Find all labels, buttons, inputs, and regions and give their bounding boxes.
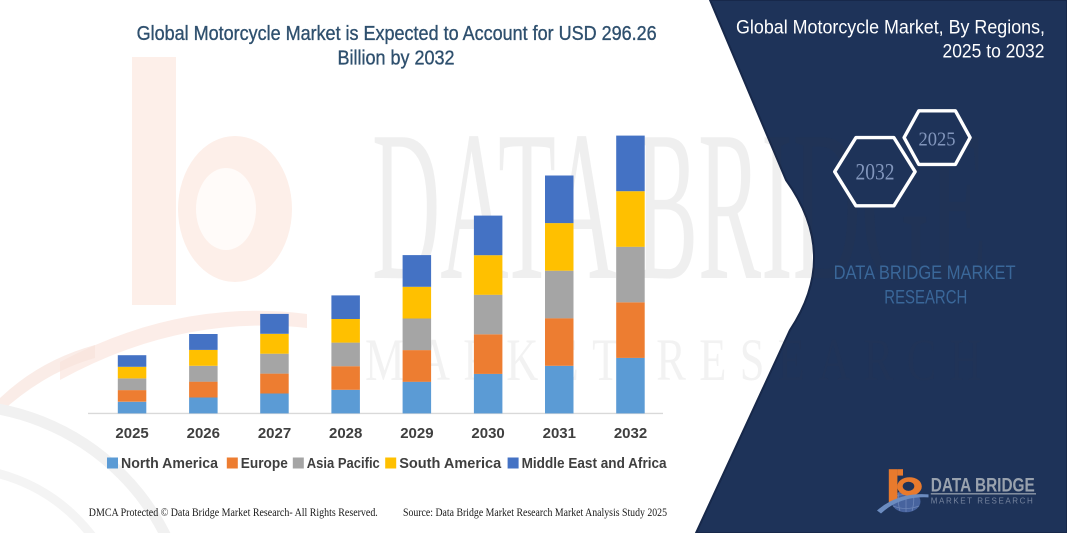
svg-text:2032: 2032 [614, 425, 647, 442]
svg-text:Middle East and Africa: Middle East and Africa [522, 455, 668, 472]
svg-text:Global Motorcycle Market, By R: Global Motorcycle Market, By Regions, [736, 18, 1045, 39]
svg-text:2031: 2031 [543, 425, 576, 442]
svg-text:Billion by 2032: Billion by 2032 [338, 48, 455, 70]
svg-text:South America: South America [399, 455, 502, 472]
svg-text:2025 to 2032: 2025 to 2032 [943, 42, 1045, 63]
svg-text:Global Motorcycle Market is Ex: Global Motorcycle Market is Expected to … [137, 23, 657, 45]
svg-text:MARKET RESEARCH: MARKET RESEARCH [931, 497, 1035, 506]
svg-text:DATA BRIDGE MARKET: DATA BRIDGE MARKET [834, 263, 1016, 284]
svg-text:2028: 2028 [329, 425, 362, 442]
svg-text:North America: North America [121, 455, 219, 472]
svg-text:DMCA Protected © Data Bridge M: DMCA Protected © Data Bridge Market Rese… [89, 507, 378, 519]
svg-text:Europe: Europe [241, 455, 288, 472]
svg-text:2025: 2025 [115, 425, 148, 442]
svg-text:MARKET RESEARCH: MARKET RESEARCH [365, 327, 995, 393]
svg-text:DATA BRIDGE: DATA BRIDGE [931, 476, 1035, 497]
svg-text:2030: 2030 [471, 425, 504, 442]
svg-text:RESEARCH: RESEARCH [884, 288, 967, 309]
svg-text:2027: 2027 [258, 425, 291, 442]
svg-text:Source: Data Bridge Market Res: Source: Data Bridge Market Research Mark… [403, 507, 667, 519]
svg-text:Asia Pacific: Asia Pacific [307, 455, 380, 472]
svg-text:2032: 2032 [856, 160, 895, 185]
svg-text:2025: 2025 [919, 129, 956, 151]
svg-text:2029: 2029 [400, 425, 433, 442]
svg-text:2026: 2026 [187, 425, 220, 442]
